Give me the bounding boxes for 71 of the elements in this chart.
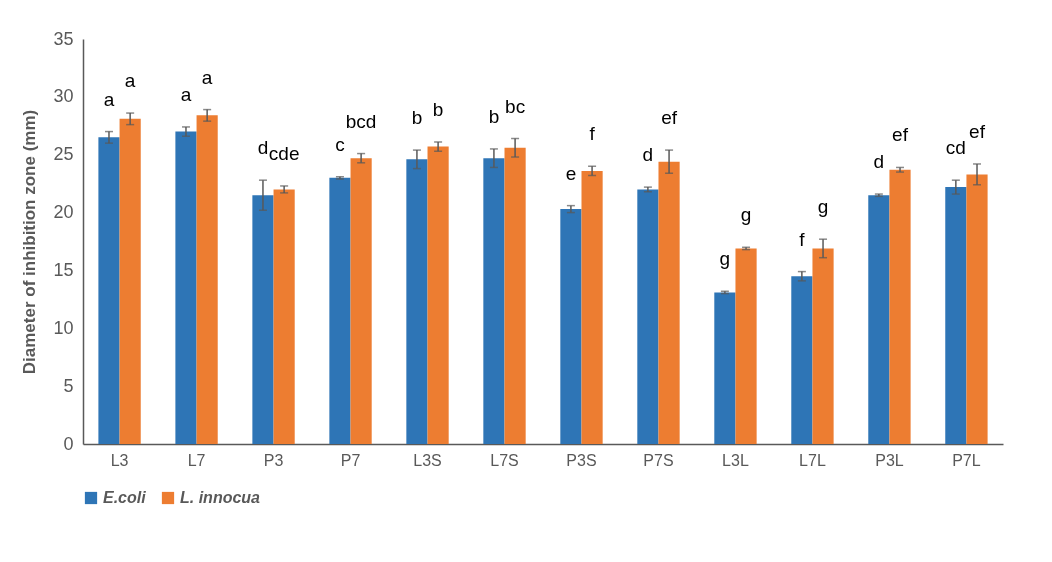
bar [406, 159, 428, 444]
bar [889, 169, 911, 444]
bar [812, 248, 834, 444]
annotation: a [201, 66, 213, 88]
bar [98, 137, 120, 444]
y-tick-label: 20 [53, 202, 74, 223]
bar [637, 189, 659, 444]
y-tick-label: 0 [63, 433, 74, 454]
bar [504, 147, 526, 444]
annotation: b [411, 107, 423, 129]
annotation: a [124, 70, 136, 92]
legend-label: E.coli [103, 489, 147, 506]
legend-label: L. innocua [180, 489, 261, 506]
annotation: cd [945, 137, 966, 159]
annotation: a [180, 83, 192, 105]
bar [966, 174, 988, 444]
annotation: g [817, 196, 829, 218]
bar [581, 170, 603, 444]
bar [868, 195, 890, 444]
x-tick-label: P7S [643, 451, 674, 469]
y-tick-label: 15 [53, 259, 74, 280]
x-tick-label: L7L [799, 451, 826, 469]
annotation: ef [969, 120, 986, 142]
y-axis-title: Diameter of inhibition zone (mm) [20, 109, 40, 375]
bar [273, 189, 295, 444]
annotation: d [873, 151, 885, 173]
annotation: a [103, 88, 115, 110]
y-tick-label: 30 [53, 86, 74, 107]
annotation: f [589, 123, 596, 145]
annotation: ef [661, 107, 678, 129]
annotation: g [719, 248, 731, 270]
x-tick-label: L7 [187, 451, 206, 469]
x-tick-label: P7 [340, 451, 361, 469]
bar [560, 209, 582, 444]
annotation: c [335, 133, 345, 155]
annotation: d [257, 137, 269, 159]
y-tick-label: 10 [53, 317, 74, 338]
annotation: ef [892, 124, 909, 146]
annotation: b [488, 105, 500, 127]
bar [329, 177, 351, 444]
annotation: bcd [345, 110, 377, 132]
bar [714, 292, 736, 444]
annotation: e [565, 162, 577, 184]
annotation: g [740, 204, 752, 226]
x-tick-label: L3S [413, 451, 442, 469]
x-tick-label: L3L [722, 451, 749, 469]
bar [350, 158, 372, 444]
y-tick-label: 25 [53, 144, 74, 165]
bar [196, 115, 218, 444]
x-tick-label: P3L [875, 451, 904, 469]
x-tick-label: L3 [110, 451, 129, 469]
x-tick-label: P3 [263, 451, 284, 469]
bar [945, 187, 967, 444]
x-tick-label: L7S [490, 451, 519, 469]
bar [735, 248, 757, 444]
bar [427, 146, 449, 444]
x-tick-label: P3S [566, 451, 597, 469]
bar [252, 195, 274, 444]
x-tick-label: P7L [952, 451, 981, 469]
bar [175, 131, 197, 444]
bar [658, 161, 680, 444]
y-tick-label: 5 [63, 375, 74, 396]
bar [483, 158, 505, 444]
annotation: cde [268, 142, 300, 164]
annotation: bc [505, 95, 526, 117]
bar [791, 276, 813, 444]
annotation: b [432, 98, 444, 120]
annotation: f [799, 228, 806, 250]
bar [119, 118, 141, 444]
annotation: d [642, 144, 654, 166]
y-tick-label: 35 [53, 28, 74, 49]
